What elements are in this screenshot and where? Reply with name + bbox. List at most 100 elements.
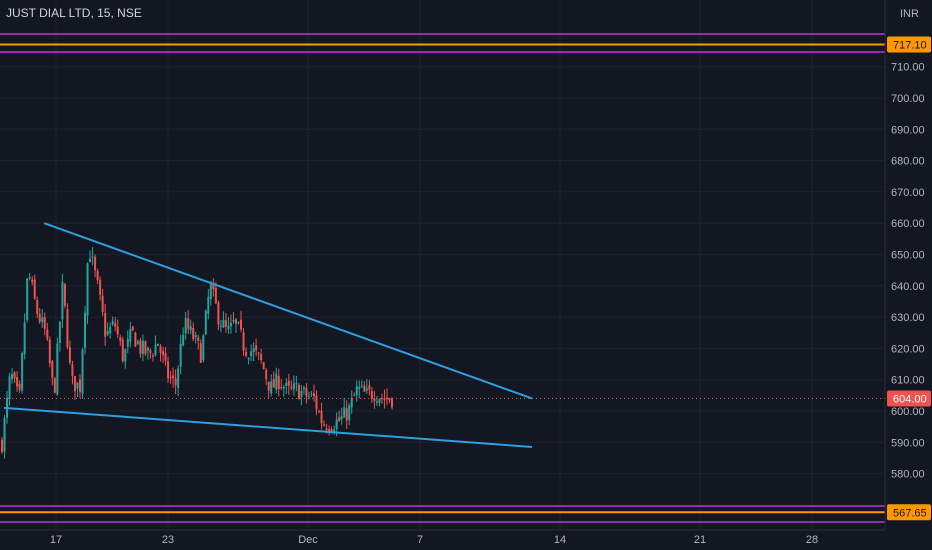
candle-body	[43, 317, 46, 329]
candle-body	[109, 327, 112, 334]
candle-body	[159, 346, 162, 353]
last-price-tag	[887, 390, 931, 407]
candle-body	[338, 417, 341, 421]
candle-body	[33, 279, 36, 299]
candle-body	[255, 345, 258, 351]
y-tick-label: 680.00	[891, 156, 925, 168]
candle-body	[28, 276, 31, 279]
candle-body	[315, 395, 318, 410]
candle-body	[154, 344, 157, 356]
candle-body	[31, 279, 34, 283]
y-tick-label: 670.00	[891, 187, 925, 199]
candle-body	[114, 323, 117, 327]
candle-body	[131, 326, 134, 331]
y-tick-label: 710.00	[891, 62, 925, 74]
y-tick-label: 610.00	[891, 375, 925, 387]
level-tag-label: 567.65	[893, 507, 927, 519]
y-tick-label: 620.00	[891, 343, 925, 355]
currency-label: INR	[900, 8, 919, 20]
candle-body	[305, 388, 308, 397]
candle-body	[307, 396, 310, 398]
y-tick-label: 700.00	[891, 93, 925, 105]
trendline-upper	[43, 222, 533, 400]
candle-body	[164, 353, 167, 361]
candle-body	[63, 283, 66, 306]
candle-body	[182, 334, 185, 346]
candle-body	[290, 387, 293, 389]
candle-body	[174, 378, 177, 386]
candle-body	[124, 349, 127, 362]
y-tick-label: 650.00	[891, 250, 925, 262]
candle-body	[318, 411, 321, 413]
candle-body	[310, 393, 313, 395]
x-tick-label: 28	[806, 534, 818, 546]
candle-body	[91, 256, 94, 258]
candle-body	[101, 295, 104, 313]
candle-body	[348, 405, 351, 421]
candle-body	[250, 351, 253, 357]
candle-body	[277, 375, 280, 390]
candle-body	[313, 393, 315, 397]
x-tick-label: 7	[417, 534, 423, 546]
candle-body	[353, 395, 356, 397]
candle-body	[265, 369, 268, 379]
candle-body	[66, 309, 69, 347]
candle-body	[73, 376, 76, 392]
candle-body	[202, 335, 205, 361]
x-tick-label: 17	[50, 534, 62, 546]
candle-body	[328, 429, 331, 432]
candle-body	[214, 287, 217, 304]
candle-body	[391, 398, 393, 408]
y-tick-label: 600.00	[891, 406, 925, 418]
candle-body	[204, 310, 207, 335]
candle-body	[345, 408, 348, 421]
candle-body	[275, 373, 278, 390]
candle-body	[370, 391, 373, 399]
y-tick-label: 690.00	[891, 124, 925, 136]
candle-body	[79, 379, 81, 392]
candle-body	[139, 340, 142, 354]
candle-body	[325, 428, 328, 431]
candle-body	[89, 258, 92, 263]
candle-body	[106, 330, 109, 335]
chart-title: JUST DIAL LTD, 15, NSE	[6, 6, 142, 20]
candle-body	[51, 361, 54, 378]
candle-body	[111, 321, 114, 325]
x-tick-label: Dec	[298, 534, 318, 546]
candle-body	[302, 387, 305, 390]
candle-body	[227, 325, 230, 330]
candle-body	[287, 380, 290, 386]
candle-body	[136, 341, 139, 344]
last-price-label: 604.00	[893, 393, 927, 405]
candle-body	[116, 326, 119, 335]
candle-body	[157, 343, 159, 346]
candle-body	[267, 381, 270, 391]
candle-body	[272, 378, 275, 388]
candle-body	[81, 349, 84, 394]
candle-body	[184, 317, 187, 334]
candle-body	[76, 382, 79, 389]
y-tick-label: 640.00	[891, 281, 925, 293]
candle-body	[232, 320, 235, 322]
candle-body	[58, 321, 61, 344]
candle-body	[96, 270, 99, 281]
candle-body	[260, 353, 263, 361]
level-tag-label: 717.10	[893, 39, 927, 51]
candle-body	[104, 313, 107, 337]
candle-body	[146, 347, 149, 351]
candle-body	[343, 407, 346, 418]
candle-body	[141, 340, 144, 354]
candle-body	[18, 383, 21, 390]
candle-body	[119, 337, 122, 341]
candle-body	[179, 343, 182, 367]
candle-body	[209, 284, 212, 300]
candle-body	[333, 429, 336, 433]
candle-body	[224, 320, 227, 327]
candle-body	[71, 364, 74, 377]
level-tag	[887, 504, 931, 521]
candle-body	[151, 355, 154, 357]
candle-body	[368, 385, 371, 390]
candle-body	[53, 378, 56, 393]
candle-body	[121, 339, 124, 362]
